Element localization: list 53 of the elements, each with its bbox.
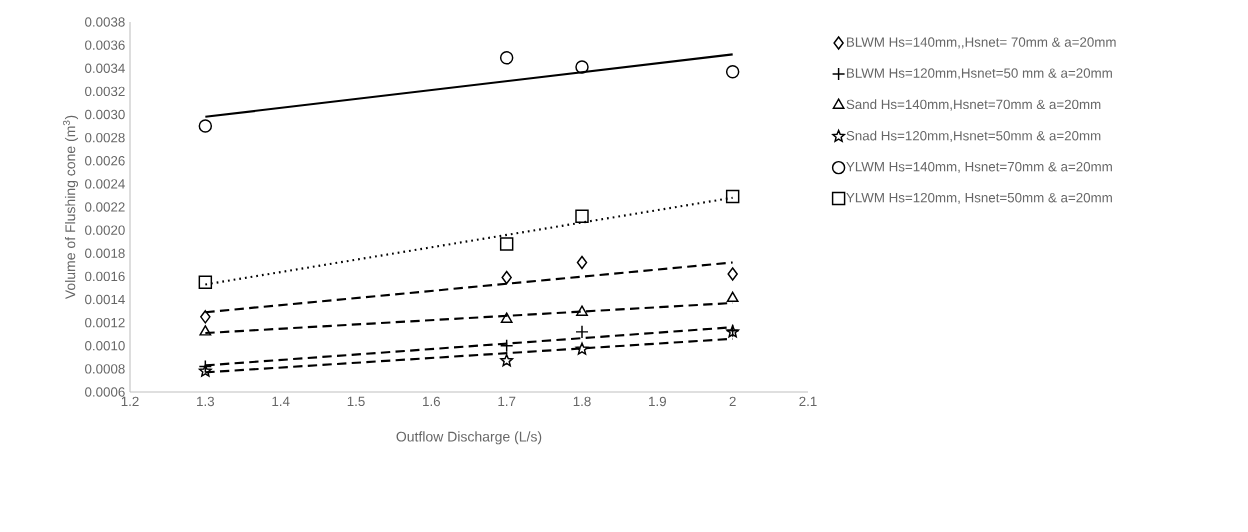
point (727, 267, 738, 281)
point (576, 305, 588, 316)
y-tick-label: 0.0012 (85, 317, 125, 328)
point (501, 270, 512, 285)
point (726, 291, 739, 303)
point (725, 189, 740, 204)
x-tick-label: 2.1 (799, 396, 817, 407)
point (499, 51, 514, 65)
legend-label: YLWM Hs=120mm, Hsnet=50mm & a=20mm (846, 192, 1112, 204)
y-tick-label: 0.0034 (85, 63, 125, 73)
y-tick-label: 0.0032 (85, 86, 125, 97)
legend-label: BLWM Hs=120mm,Hsnet=50 mm & a=20mm (847, 68, 1112, 80)
point (575, 60, 589, 74)
y-tick-label: 0.0018 (85, 248, 125, 258)
point (575, 209, 589, 223)
point (198, 275, 213, 289)
x-tick-label: 1.2 (121, 396, 139, 407)
legend-label: Sand Hs=140mm,Hsnet=70mm & a=20mm (846, 99, 1101, 111)
point (575, 342, 589, 355)
y-tick-label: 0.0022 (85, 202, 125, 212)
x-tick-label: 1.7 (498, 396, 516, 406)
legend-label: Snad Hs=120mm,Hsnet=50mm & a=20mm (846, 130, 1101, 143)
point (725, 64, 740, 79)
y-tick-label: 0.0030 (85, 109, 125, 120)
y-tick-label: 0.0028 (85, 132, 125, 143)
point (200, 310, 211, 324)
point (198, 119, 213, 133)
y-tick-label: 0.0038 (85, 17, 125, 27)
y-tick-label: 0.0010 (85, 341, 125, 351)
y-tick-label: 0.0020 (85, 225, 125, 235)
point (198, 364, 212, 377)
y-axis-title: Volume of Flushing cone (m$^{3}$) (62, 115, 79, 300)
point (499, 237, 514, 251)
point (199, 325, 212, 336)
x-tick-label: 2 (729, 396, 736, 407)
point (500, 312, 513, 323)
legend-label: BLWM Hs=140mm,,Hsnet= 70mm & a=20mm (847, 37, 1116, 49)
x-tick-label: 1.3 (197, 396, 215, 407)
y-tick-label: 0.0006 (85, 387, 125, 397)
x-axis-title: Outflow Discharge (L/s) (396, 431, 542, 445)
x-tick-label: 1.5 (347, 396, 365, 407)
y-tick-label: 0.0026 (85, 156, 125, 166)
y-tick-label: 0.0016 (85, 271, 125, 282)
point (576, 255, 588, 270)
y-tick-label: 0.0036 (85, 40, 125, 50)
x-tick-label: 1.9 (649, 396, 666, 407)
y-tick-label: 0.0024 (85, 179, 125, 189)
x-tick-label: 1.6 (423, 396, 441, 407)
x-tick-label: 1.4 (272, 396, 290, 406)
y-tick-label: 0.0008 (85, 364, 125, 374)
x-tick-label: 1.8 (573, 396, 591, 407)
legend-label: YLWM Hs=140mm, Hsnet=70mm & a=20mm (846, 161, 1112, 173)
y-tick-label: 0.0014 (85, 294, 125, 305)
